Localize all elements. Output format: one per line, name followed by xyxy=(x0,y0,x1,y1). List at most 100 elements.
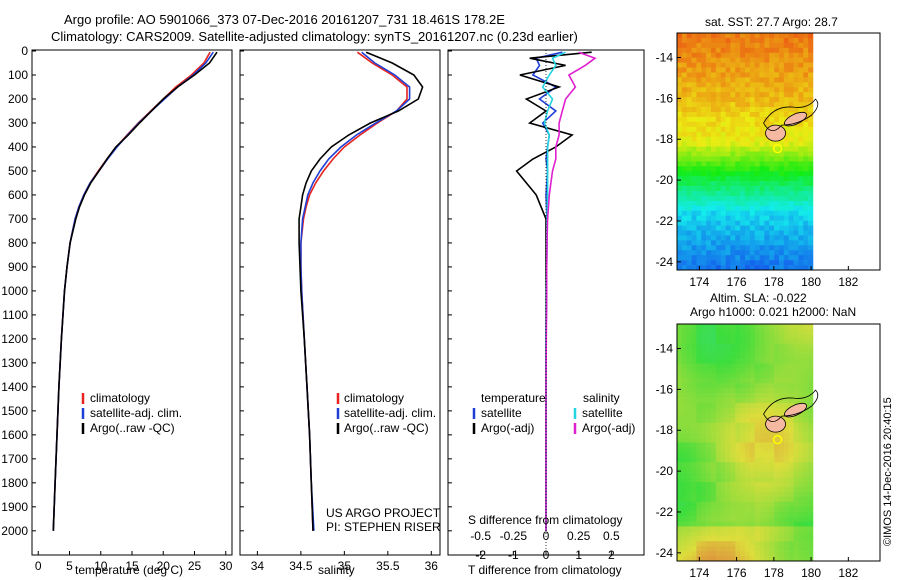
map-cell xyxy=(803,156,809,162)
map-cell xyxy=(677,250,683,256)
map-cell xyxy=(686,156,692,162)
map-cell xyxy=(793,191,799,197)
map-cell xyxy=(681,427,688,433)
map-cell xyxy=(788,482,794,488)
map-cell xyxy=(715,427,721,433)
map-cell xyxy=(701,92,707,98)
map-cell xyxy=(720,477,726,483)
map-cell xyxy=(677,516,683,522)
map-cell xyxy=(706,383,712,389)
map-cell xyxy=(744,156,751,162)
map-cell xyxy=(715,526,721,532)
map-cell xyxy=(677,112,683,118)
map-cell xyxy=(696,77,702,83)
map-cell xyxy=(735,491,741,498)
map-cell xyxy=(701,260,707,266)
map-cell xyxy=(754,457,760,463)
map-cell xyxy=(774,343,780,349)
map-cell xyxy=(808,37,814,44)
map-cell xyxy=(701,393,707,399)
map-cell xyxy=(686,333,692,340)
map-cell xyxy=(793,551,799,557)
map-cell xyxy=(778,403,785,409)
map-cell xyxy=(720,92,726,98)
map-cell xyxy=(749,171,755,177)
map-cell xyxy=(769,52,775,58)
map-cell xyxy=(788,447,794,453)
map-cell xyxy=(735,526,741,532)
map-cell xyxy=(803,195,809,202)
map-cell xyxy=(740,491,746,498)
map-cell xyxy=(696,383,702,389)
map-cell xyxy=(764,57,770,63)
map-cell xyxy=(774,171,780,177)
map-cell xyxy=(769,398,775,404)
map-cell xyxy=(677,47,683,54)
map-cell xyxy=(744,82,751,88)
map-cell xyxy=(803,427,809,433)
map-cell xyxy=(710,506,717,512)
map-cell xyxy=(677,328,683,335)
map-cell xyxy=(715,551,721,557)
map-cell xyxy=(798,235,804,241)
map-cell xyxy=(735,166,741,172)
map-cell xyxy=(769,87,775,93)
map-cell xyxy=(696,526,702,532)
map-cell xyxy=(677,526,683,532)
map-cell xyxy=(681,328,688,335)
map-cell xyxy=(788,324,794,330)
map-cell xyxy=(749,531,755,537)
map-cell xyxy=(808,407,814,414)
map-cell xyxy=(778,551,785,557)
map-cell xyxy=(764,102,770,108)
map-cell xyxy=(681,230,688,236)
map-cell xyxy=(778,482,785,488)
map-cell xyxy=(793,447,799,453)
map-cell xyxy=(701,472,707,478)
map-cell xyxy=(749,373,755,379)
map-y-tick-label: -20 xyxy=(656,173,674,187)
map-cell xyxy=(769,501,775,507)
map-cell xyxy=(740,412,746,419)
map-cell xyxy=(764,343,770,349)
map-cell xyxy=(808,506,814,512)
map-cell xyxy=(778,363,785,369)
map-cell xyxy=(774,116,780,123)
map-cell xyxy=(754,486,760,493)
map-cell xyxy=(803,328,809,335)
map-cell xyxy=(764,472,770,478)
map-cell xyxy=(788,343,794,349)
map-cell xyxy=(720,57,726,63)
map-cell xyxy=(696,432,702,438)
map-cell xyxy=(691,348,697,354)
map-cell xyxy=(764,156,770,162)
map-cell xyxy=(803,42,809,49)
map-cell xyxy=(798,378,804,384)
map-cell xyxy=(701,181,707,187)
map-cell xyxy=(749,255,755,261)
map-x-tick-label: 176 xyxy=(727,275,747,289)
map-cell xyxy=(783,477,789,483)
map-cell xyxy=(715,501,721,507)
map-cell xyxy=(686,126,692,133)
map-cell xyxy=(710,121,717,128)
map-cell xyxy=(769,33,775,39)
map-cell xyxy=(706,353,712,359)
map-cell xyxy=(783,343,789,349)
map-cell xyxy=(778,87,785,93)
map-cell xyxy=(691,141,697,147)
map-cell xyxy=(706,107,712,113)
map-cell xyxy=(793,324,799,330)
map-cell xyxy=(725,417,731,424)
map-cell xyxy=(735,176,741,182)
map-cell xyxy=(730,447,736,453)
map-cell xyxy=(774,467,780,473)
map-cell xyxy=(696,151,702,157)
map-cell xyxy=(725,82,731,88)
map-cell xyxy=(764,482,770,488)
map-cell xyxy=(798,47,804,54)
map-cell xyxy=(740,156,746,162)
map-cell xyxy=(764,324,770,330)
map-cell xyxy=(696,506,702,512)
map-cell xyxy=(720,353,726,359)
